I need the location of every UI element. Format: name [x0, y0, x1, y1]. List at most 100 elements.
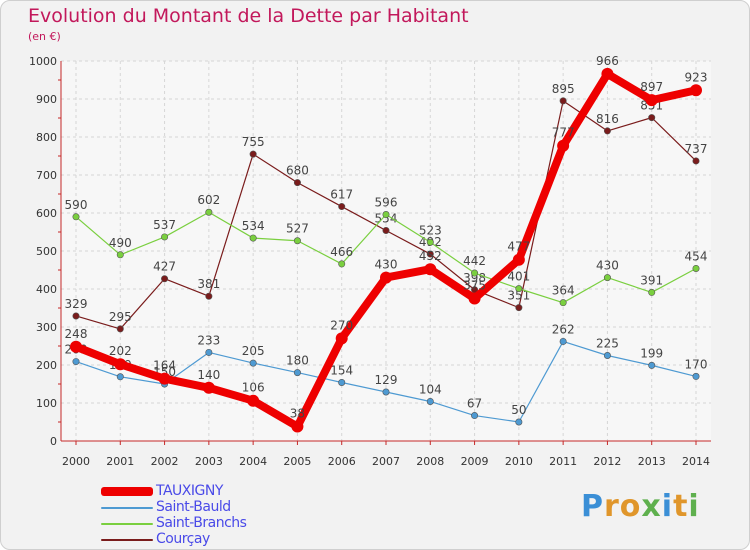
data-point-2-6	[338, 378, 346, 386]
data-point-1-12	[603, 274, 611, 282]
data-label-1-4: 534	[242, 219, 265, 233]
data-point-1-13	[648, 288, 656, 296]
data-point-3-14	[690, 84, 702, 97]
legend-item: TAUXIGNY	[101, 483, 361, 500]
x-tick-label: 2008	[416, 455, 444, 468]
data-point-2-10	[515, 418, 523, 426]
x-tick-label: 2005	[283, 455, 311, 468]
data-label-3-10: 477	[507, 240, 530, 254]
x-tick-label: 2003	[195, 455, 223, 468]
y-tick-label: 500	[36, 245, 57, 258]
data-label-2-7: 129	[375, 373, 398, 387]
data-point-0-7	[382, 226, 390, 234]
data-label-1-14: 454	[685, 249, 708, 263]
data-point-0-11	[559, 97, 567, 105]
data-label-1-6: 466	[330, 245, 353, 259]
data-label-1-7: 596	[375, 196, 398, 210]
chart-legend: TAUXIGNY Saint-Bauld Saint-Branchs Courçay	[101, 483, 361, 548]
logo-letter: P	[581, 489, 604, 524]
data-point-0-1	[116, 325, 124, 333]
data-point-3-4	[247, 394, 260, 407]
x-tick-label: 2000	[62, 455, 90, 468]
data-point-2-11	[559, 337, 567, 345]
data-label-3-6: 270	[330, 318, 353, 332]
data-label-3-8: 452	[419, 249, 442, 263]
x-tick-label: 2013	[638, 455, 666, 468]
data-point-3-10	[512, 253, 525, 266]
y-tick-label: 600	[36, 207, 57, 220]
data-point-2-9	[471, 412, 479, 420]
data-label-2-9: 67	[467, 397, 482, 411]
data-point-2-7	[382, 388, 390, 396]
data-label-0-0: 329	[65, 297, 88, 311]
data-point-2-0	[72, 358, 80, 366]
data-point-3-2	[158, 372, 171, 385]
data-label-3-11: 777	[552, 126, 575, 140]
data-label-3-1: 202	[109, 344, 132, 358]
legend-label: Saint-Branchs	[156, 515, 247, 531]
data-label-3-4: 106	[242, 381, 265, 395]
legend-swatch	[101, 507, 153, 509]
data-label-1-8: 523	[419, 223, 442, 237]
x-tick-label: 2011	[549, 455, 577, 468]
data-point-1-9	[471, 269, 479, 277]
data-point-0-4	[249, 150, 257, 158]
data-label-2-14: 170	[685, 357, 708, 371]
data-label-1-2: 537	[153, 218, 176, 232]
data-point-1-10	[515, 285, 523, 293]
data-label-3-3: 140	[197, 368, 220, 382]
data-label-3-5: 38	[290, 407, 305, 421]
chart-subtitle: (en €)	[28, 30, 61, 43]
legend-label: Saint-Bauld	[156, 499, 231, 515]
data-label-2-4: 205	[242, 344, 265, 358]
data-point-3-8	[424, 263, 437, 276]
data-label-3-13: 897	[640, 80, 663, 94]
data-label-0-6: 617	[330, 188, 353, 202]
data-point-3-6	[335, 332, 348, 345]
y-tick-label: 800	[36, 131, 57, 144]
data-label-0-10: 351	[507, 289, 530, 303]
x-tick-label: 2007	[372, 455, 400, 468]
data-point-0-13	[648, 114, 656, 122]
proxiti-logo: Proxiti	[581, 489, 700, 524]
data-point-1-3	[205, 208, 213, 216]
legend-label: Courçay	[156, 531, 210, 547]
data-label-2-12: 225	[596, 337, 619, 351]
data-point-0-2	[161, 275, 169, 283]
data-label-3-9: 375	[463, 279, 486, 293]
chart-title: Evolution du Montant de la Dette par Hab…	[28, 5, 469, 27]
x-tick-label: 2001	[106, 455, 134, 468]
data-label-0-9: 398	[463, 271, 486, 285]
data-point-2-5	[293, 369, 301, 377]
data-point-2-13	[648, 361, 656, 369]
y-tick-label: 0	[50, 435, 57, 448]
y-tick-label: 700	[36, 169, 57, 182]
data-label-1-12: 430	[596, 259, 619, 273]
data-point-0-3	[205, 292, 213, 300]
data-point-0-10	[515, 304, 523, 312]
data-label-0-1: 295	[109, 310, 132, 324]
y-tick-label: 900	[36, 93, 57, 106]
data-point-3-12	[601, 67, 614, 80]
data-point-3-13	[645, 94, 658, 107]
data-label-0-3: 381	[197, 277, 220, 291]
legend-item: Courçay	[101, 531, 361, 548]
data-point-1-7	[382, 211, 390, 219]
data-label-2-10: 50	[511, 403, 526, 417]
data-label-2-11: 262	[552, 322, 575, 336]
data-point-0-6	[338, 203, 346, 211]
data-label-3-7: 430	[375, 258, 398, 272]
data-point-2-14	[692, 372, 700, 380]
data-point-3-0	[70, 340, 82, 353]
legend-swatch	[101, 523, 153, 525]
data-label-2-3: 233	[197, 333, 220, 347]
data-point-1-11	[559, 299, 567, 307]
data-label-2-5: 180	[286, 354, 309, 368]
data-label-2-8: 104	[419, 382, 442, 396]
data-point-1-5	[293, 237, 301, 245]
data-point-2-12	[603, 351, 611, 359]
logo-letter: r	[604, 489, 620, 524]
x-tick-label: 2010	[505, 455, 533, 468]
data-point-2-3	[205, 348, 213, 356]
x-tick-label: 2002	[151, 455, 179, 468]
